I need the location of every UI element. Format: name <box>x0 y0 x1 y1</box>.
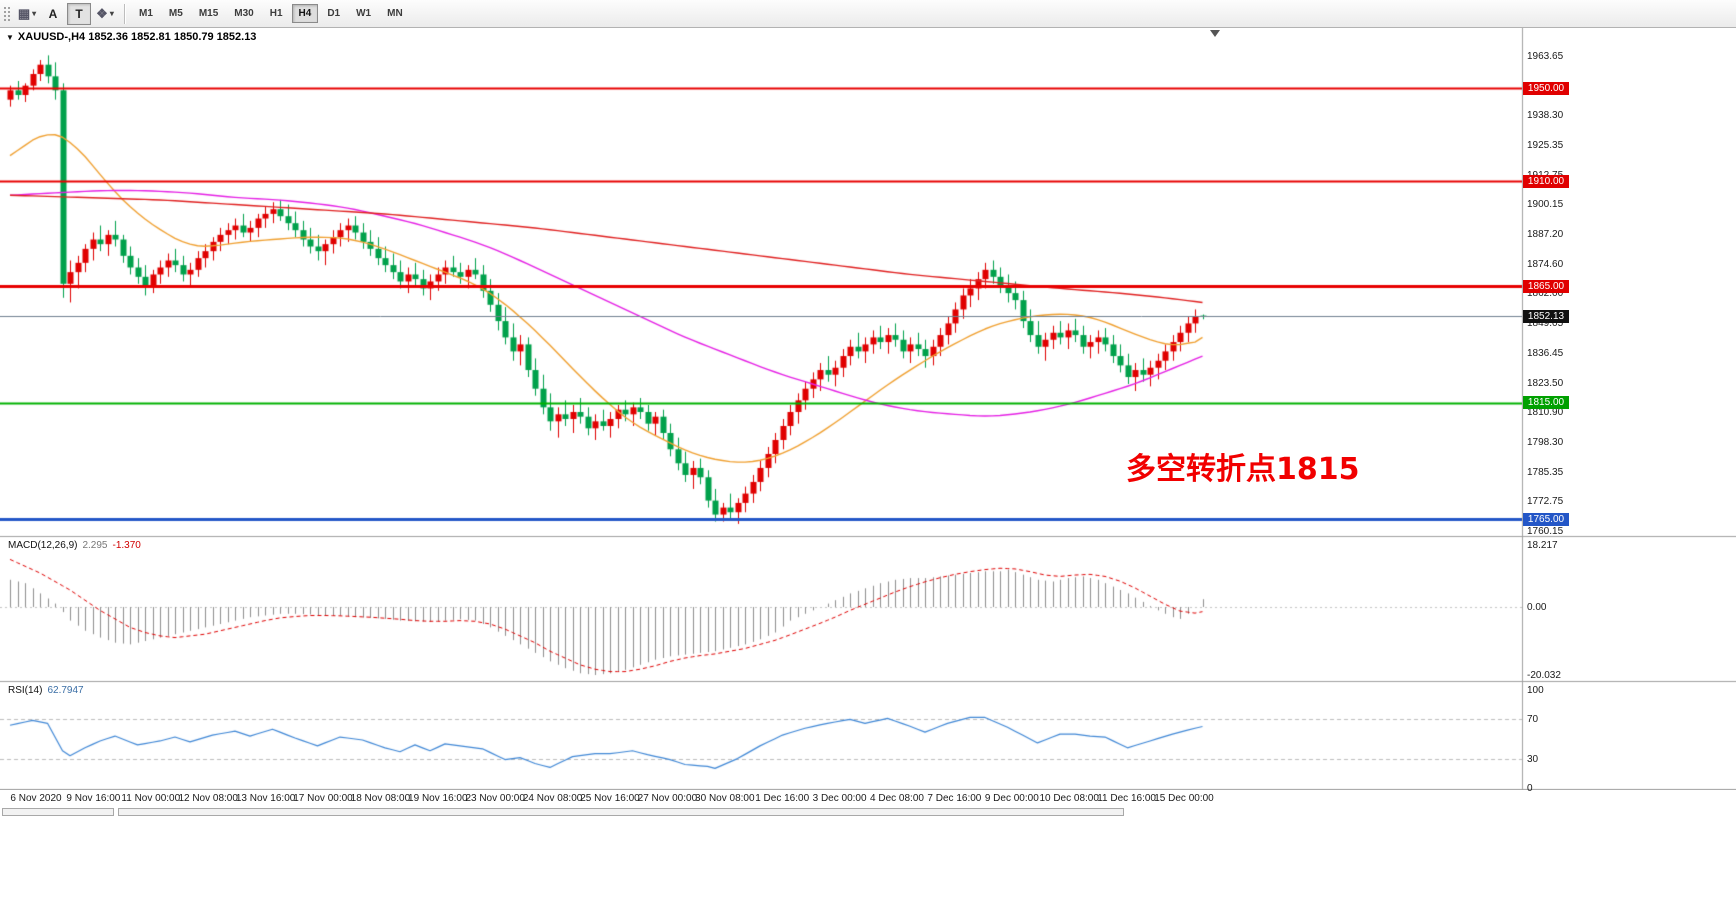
timeframe-button-D1[interactable]: D1 <box>327 8 341 19</box>
arrow-tool-button[interactable]: A <box>41 3 65 25</box>
time-label: 1 Dec 16:00 <box>755 793 810 804</box>
time-label: 11 Dec 16:00 <box>1097 793 1156 804</box>
time-label: 4 Dec 08:00 <box>870 793 924 804</box>
grid-tool-button[interactable]: ▦ ▾ <box>15 3 39 25</box>
toolbar-grip[interactable] <box>2 4 11 23</box>
price-chart-canvas[interactable] <box>0 28 1736 790</box>
time-label: 3 Dec 00:00 <box>812 793 867 804</box>
time-label: 30 Nov 08:00 <box>695 793 755 804</box>
chart-title: XAUUSD-,H4 1852.36 1852.81 1850.79 1852.… <box>17 31 257 43</box>
time-label: 18 Nov 08:00 <box>350 793 411 804</box>
chart-title-bar: ▼ XAUUSD-,H4 1852.36 1852.81 1850.79 185… <box>6 31 256 43</box>
time-label: 19 Nov 16:00 <box>408 793 468 804</box>
macd-main-value: 2.295 <box>82 540 108 551</box>
time-label: 17 Nov 00:00 <box>293 793 353 804</box>
timeframe-button-H1[interactable]: H1 <box>269 8 283 19</box>
macd-signal-value: -1.370 <box>112 540 141 551</box>
toolbar-separator <box>124 3 125 24</box>
timeframe-button-MN[interactable]: MN <box>387 8 403 19</box>
text-tool-button[interactable]: T <box>67 2 91 25</box>
shapes-tool-button[interactable]: ❖ ▾ <box>93 3 117 25</box>
time-label: 6 Nov 2020 <box>10 793 62 804</box>
rsi-name: RSI(14) <box>8 685 43 696</box>
bottom-panel-left <box>2 808 114 816</box>
macd-label: MACD(12,26,9) 2.295 -1.370 <box>8 540 146 551</box>
time-label: 11 Nov 00:00 <box>121 793 181 804</box>
timeframe-button-M1[interactable]: M1 <box>139 8 153 19</box>
time-label: 13 Nov 16:00 <box>235 793 296 804</box>
timeframe-buttons: M1 M5 M15 M30 H1 H4 D1 W1 MN <box>131 4 411 23</box>
bottom-panel-right <box>118 808 1124 816</box>
text-tool-icon: T <box>75 6 83 21</box>
time-label: 27 Nov 00:00 <box>637 793 698 804</box>
rsi-label: RSI(14) 62.7947 <box>8 685 89 696</box>
time-label: 10 Dec 08:00 <box>1039 793 1099 804</box>
shapes-tool-icon: ❖ <box>96 5 108 21</box>
timeframe-button-M15[interactable]: M15 <box>198 8 219 19</box>
arrow-tool-icon: A <box>48 6 58 21</box>
time-label: 9 Dec 00:00 <box>984 793 1039 804</box>
timeframe-button-W1[interactable]: W1 <box>356 8 372 19</box>
time-label: 25 Nov 16:00 <box>580 793 640 804</box>
timeframe-button-H4[interactable]: H4 <box>291 4 319 23</box>
rsi-value: 62.7947 <box>47 685 84 696</box>
timeframe-button-M30[interactable]: M30 <box>234 8 254 19</box>
time-label: 7 Dec 16:00 <box>927 793 982 804</box>
chevron-down-icon: ▾ <box>109 9 114 18</box>
grid-tool-icon: ▦ <box>17 5 31 21</box>
toolbar: ▦ ▾ A T ❖ ▾ M1 M5 M15 M30 H1 H4 D1 W1 MN <box>0 0 1736 28</box>
time-label: 23 Nov 00:00 <box>465 793 525 804</box>
chart-shift-marker[interactable] <box>1210 30 1220 37</box>
time-label: 24 Nov 08:00 <box>522 793 583 804</box>
one-click-trading-icon[interactable]: ▼ <box>6 32 14 42</box>
macd-name: MACD(12,26,9) <box>8 540 78 551</box>
chevron-down-icon: ▾ <box>32 9 37 18</box>
time-label: 15 Dec 00:00 <box>1154 793 1214 804</box>
chart-annotation-text[interactable]: 多空转折点1815 <box>1126 452 1360 487</box>
drawing-tools: ▦ ▾ A T ❖ ▾ <box>14 2 118 25</box>
time-label: 9 Nov 16:00 <box>66 793 121 804</box>
timeframe-button-M5[interactable]: M5 <box>168 8 183 19</box>
time-label: 12 Nov 08:00 <box>178 793 238 804</box>
